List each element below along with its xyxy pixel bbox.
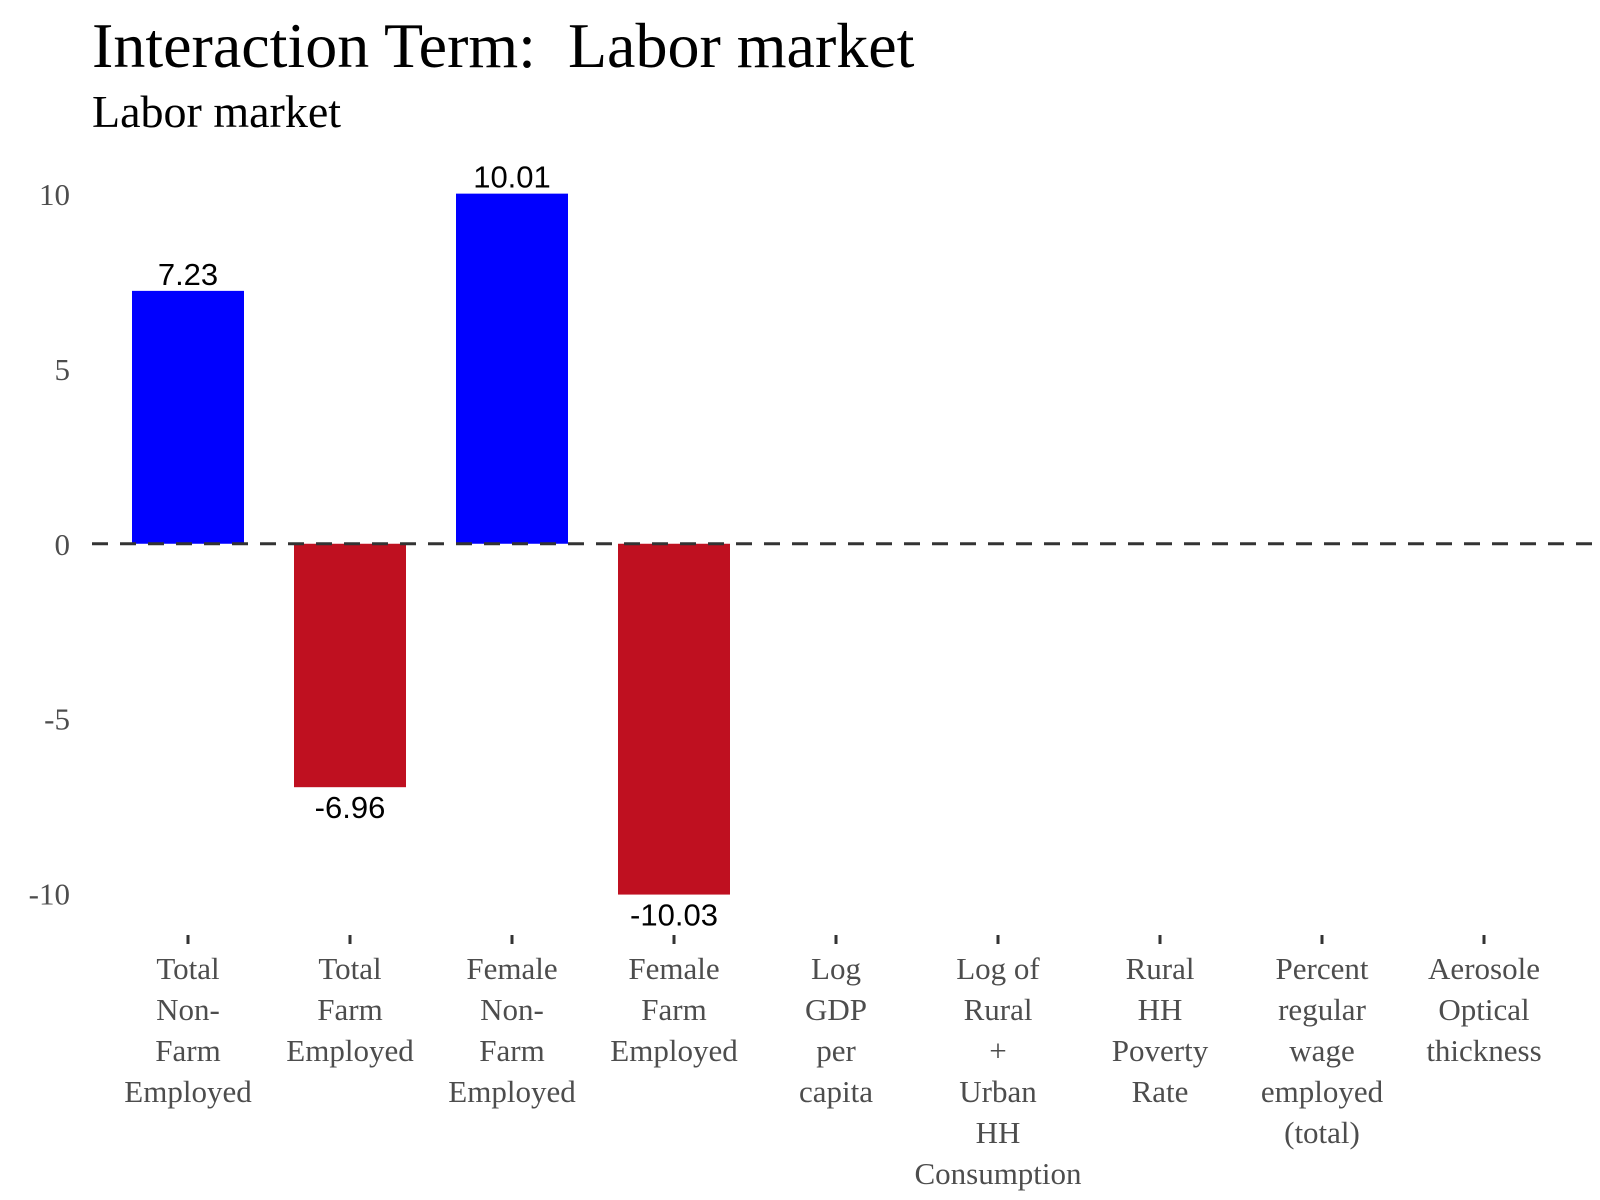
bar xyxy=(294,543,406,788)
bar xyxy=(618,543,730,895)
data-label: 7.23 xyxy=(158,257,218,292)
x-tick-label-line: Percent xyxy=(1276,951,1369,986)
x-tick-label-line: Log xyxy=(811,951,861,986)
x-tick-label: Female Non- Farm Employed xyxy=(448,951,576,1109)
x-tick-label-line: Employed xyxy=(124,1074,252,1109)
data-label: -6.96 xyxy=(315,790,386,825)
x-tick-label-line: Rural xyxy=(1126,951,1195,986)
x-tick-label-line: Female xyxy=(466,951,557,986)
x-tick-label-line: per xyxy=(816,1033,856,1068)
x-tick-label-line: Female xyxy=(628,951,719,986)
x-tick-label-line: Farm xyxy=(479,1033,544,1068)
x-tick-label-line: Urban xyxy=(959,1074,1037,1109)
x-tick-label-line: GDP xyxy=(805,992,867,1027)
bar xyxy=(132,290,244,544)
x-tick-label: Aerosole Optical thickness xyxy=(1426,951,1541,1068)
x-tick-label: Female Farm Employed xyxy=(610,951,738,1068)
x-tick-label: Total Farm Employed xyxy=(286,951,414,1068)
x-tick-label-line: HH xyxy=(1138,992,1183,1027)
x-tick-label-line: Optical xyxy=(1438,992,1529,1027)
x-tick-label-line: Farm xyxy=(317,992,382,1027)
x-tick-label-line: thickness xyxy=(1426,1033,1541,1068)
x-tick-label: Log GDP per capita xyxy=(799,951,873,1109)
x-tick-label-line: Consumption xyxy=(914,1156,1082,1191)
bar xyxy=(456,193,568,544)
chart-title: Interaction Term: Labor market xyxy=(92,10,915,81)
x-tick-label-line: regular xyxy=(1278,992,1366,1027)
x-tick-label-line: Rate xyxy=(1132,1074,1189,1109)
x-tick-label-line: Rural xyxy=(964,992,1033,1027)
x-tick-label-line: Farm xyxy=(155,1033,220,1068)
x-tick-label: Total Non- Farm Employed xyxy=(124,951,252,1109)
data-label: -10.03 xyxy=(630,898,718,933)
y-tick-label: 0 xyxy=(55,527,71,562)
x-tick-label-line: Non- xyxy=(156,992,220,1027)
x-tick-label-line: Log of xyxy=(956,951,1040,986)
y-tick-label: 5 xyxy=(55,352,71,387)
x-tick-label-line: Farm xyxy=(641,992,706,1027)
x-tick-label: Rural HH Poverty Rate xyxy=(1112,951,1209,1109)
x-tick-label-line: Employed xyxy=(286,1033,414,1068)
x-tick-label: Percent regular wage employed (total) xyxy=(1261,951,1384,1150)
x-tick-label-line: Employed xyxy=(448,1074,576,1109)
chart-subtitle: Labor market xyxy=(92,86,342,137)
x-tick-label-line: (total) xyxy=(1284,1115,1360,1150)
x-tick-label-line: Poverty xyxy=(1112,1033,1209,1068)
x-tick-label-line: capita xyxy=(799,1074,873,1109)
x-tick-label: Log of Rural + Urban HH Consumption xyxy=(914,951,1082,1191)
x-tick-label-line: Total xyxy=(318,951,381,986)
x-tick-label-line: HH xyxy=(976,1115,1021,1150)
y-tick-label: -5 xyxy=(44,702,70,737)
x-tick-label-line: Aerosole xyxy=(1428,951,1540,986)
y-tick-label: -10 xyxy=(29,877,70,912)
x-tick-label-line: Non- xyxy=(480,992,544,1027)
y-tick-label: 10 xyxy=(39,177,70,212)
x-tick-label-line: wage xyxy=(1289,1033,1354,1068)
x-tick-label-line: + xyxy=(989,1033,1006,1068)
x-tick-label-line: Employed xyxy=(610,1033,738,1068)
x-tick-label-line: Total xyxy=(156,951,219,986)
x-tick-label-line: employed xyxy=(1261,1074,1384,1109)
data-label: 10.01 xyxy=(473,160,551,195)
